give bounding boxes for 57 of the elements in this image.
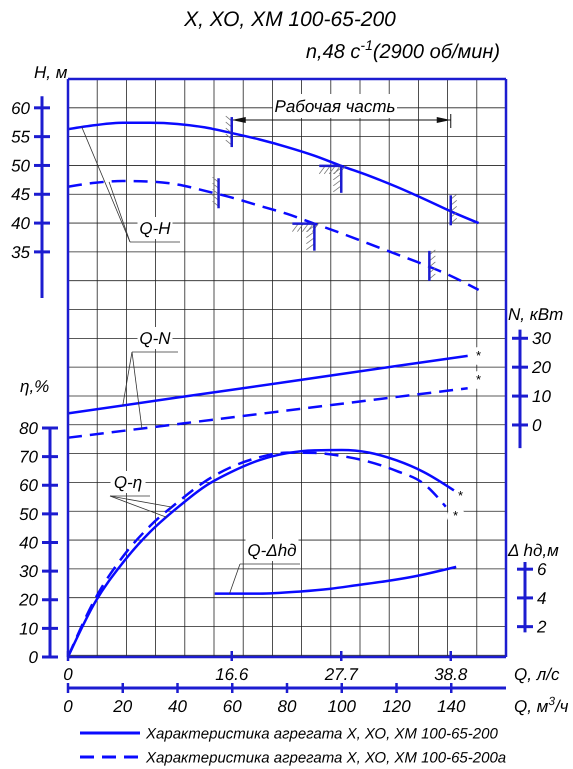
y-tick-label: 10: [532, 387, 552, 406]
annotation: *: [458, 488, 464, 503]
annotation: *: [476, 348, 482, 363]
y-axis-title: H, м: [34, 63, 68, 82]
x-tick-label: 80: [278, 697, 297, 716]
legend-label: Характеристика агрегата Х, ХО, ХМ 100-65-200: [145, 725, 498, 742]
y-tick-label: 20: [531, 358, 552, 378]
annotation: *: [476, 372, 482, 387]
y-tick-label: 0: [28, 648, 39, 667]
line-series: [66, 387, 469, 439]
y-tick-label: 35: [11, 242, 31, 262]
x-axis-title: Q, м$^{3}$/ч: [514, 694, 569, 716]
y-axis-title: η,%: [20, 377, 50, 396]
annotation: Q-H: [139, 219, 172, 238]
annotation: Q-η: [114, 473, 142, 492]
y-tick-label: 40: [19, 533, 39, 552]
x-tick-label: 60: [222, 697, 242, 716]
y-tick-label: 40: [11, 214, 31, 234]
x-tick-label: 120: [382, 697, 412, 716]
y-axis-title: Δ hд,м: [507, 541, 560, 560]
y-tick-label: 45: [11, 185, 31, 204]
chart-title: Х, ХО, ХМ 100-65-200: [183, 8, 396, 31]
line-series: [66, 180, 480, 292]
y-tick-label: 0: [532, 416, 542, 435]
y-tick-label: 6: [537, 560, 547, 580]
y-tick-label: 50: [19, 504, 39, 524]
y-tick-label: 30: [19, 562, 39, 582]
line-series: [66, 354, 469, 415]
y-tick-label: 55: [11, 128, 31, 147]
legend-label: Характеристика агрегата Х, ХО, ХМ 100-65-200а: [145, 749, 506, 766]
x2-tick-label: 16.6: [215, 665, 249, 684]
x-tick-label: 100: [328, 697, 356, 716]
line-series: [213, 566, 458, 595]
x-tick-label: 20: [112, 697, 133, 716]
x-tick-label: 140: [437, 697, 466, 716]
x2-axis-title: Q, л/с: [514, 665, 560, 684]
y-tick-label: 60: [19, 476, 39, 496]
y-tick-label: 70: [19, 448, 39, 467]
y-tick-label: 4: [537, 588, 546, 608]
annotation: *: [453, 508, 458, 523]
y-tick-label: 50: [11, 156, 31, 176]
y-tick-label: 20: [18, 590, 39, 610]
annotation: Рабочая часть: [274, 97, 396, 116]
y-tick-label: 30: [532, 329, 552, 348]
annotation: Q-N: [139, 329, 172, 348]
x-tick-label: 40: [168, 697, 188, 716]
x2-tick-label: 0: [63, 665, 74, 684]
x-tick-label: 0: [63, 697, 74, 716]
y-axis-title: N, кВт: [508, 305, 564, 324]
y-tick-label: 2: [536, 618, 547, 637]
x2-tick-label: 38.8: [434, 665, 468, 684]
y-tick-label: 10: [19, 619, 39, 638]
y-tick-label: 80: [19, 418, 39, 438]
chart-subtitle: n,48 с$^{-1}$(2900 об/мин): [306, 37, 500, 63]
x2-tick-label: 27.7: [324, 665, 358, 684]
annotation: Q-Δhд: [247, 541, 297, 560]
y-tick-label: 60: [11, 98, 31, 118]
